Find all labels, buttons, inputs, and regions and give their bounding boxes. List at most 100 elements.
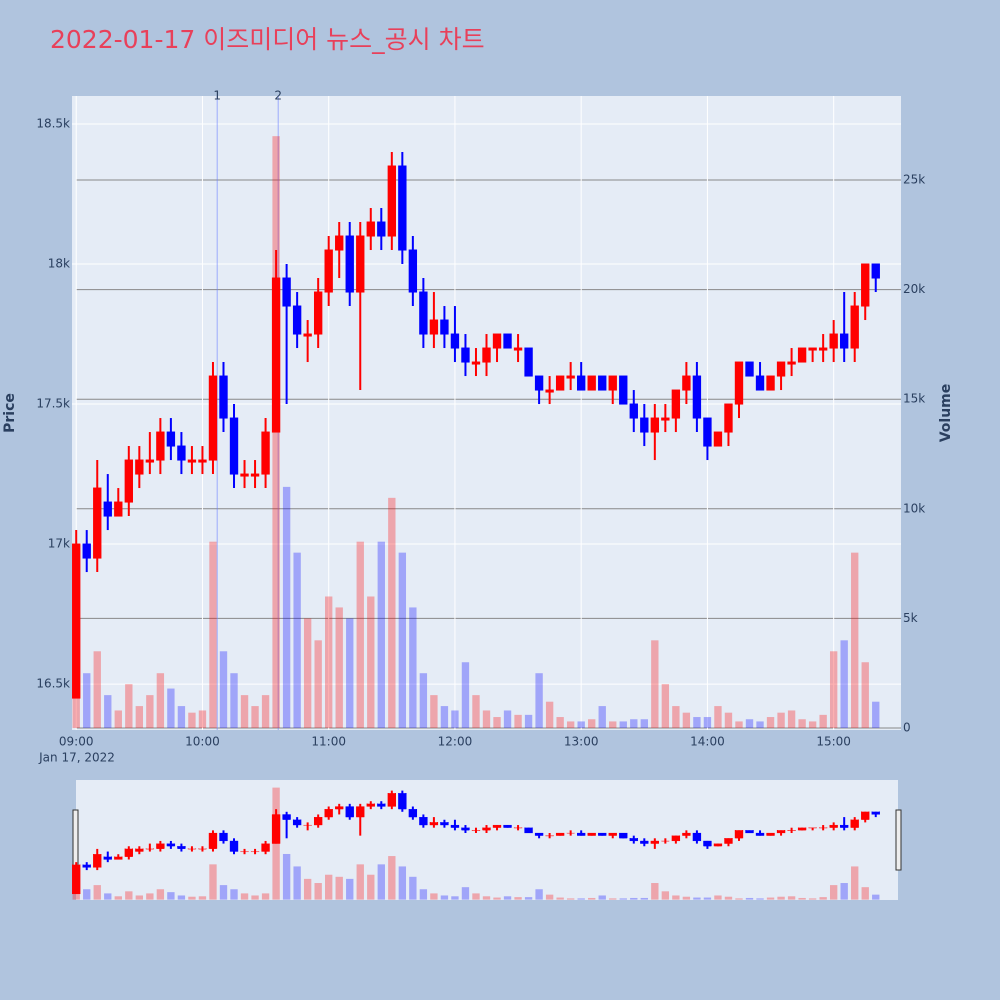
candle-body [577,832,586,836]
volume-bar [440,706,449,729]
candle-body [524,827,533,834]
candle-body [724,838,733,844]
candle-body [356,806,365,818]
volume-bar [409,607,417,729]
candle-body [398,793,407,810]
volume-bar [735,898,743,900]
candle-body [177,445,186,461]
candle-body [692,832,702,842]
candle-body [303,333,312,337]
candle-body [850,819,859,828]
volume-bar [682,712,691,729]
candle-body [166,431,176,447]
volume-bar [261,695,270,729]
volume-bar [461,662,470,729]
candle-body [640,840,649,844]
y2-tick-label: 5k [903,611,918,625]
candle-body [219,375,228,419]
volume-bar [672,895,680,900]
volume-bar [83,673,91,729]
volume-bar [398,552,407,729]
candle-body [229,417,239,475]
candle-body [587,832,596,836]
volume-bar [609,898,617,900]
candle-body [545,389,554,393]
volume-bar [756,898,764,900]
volume-bar [167,892,175,900]
volume-bar [735,721,743,729]
volume-bar [177,895,186,900]
volume-bar [566,898,575,900]
volume-bar [556,897,564,900]
candle-body [461,347,470,363]
candle-body [177,846,186,849]
candle-body [619,375,628,405]
candle-body [577,375,586,391]
candle-body [366,803,375,807]
candle-body [818,347,828,351]
volume-bar [146,893,154,900]
candle-body [419,817,428,826]
y2-axis-title: Volume [938,384,954,443]
volume-bar [787,896,796,900]
candle-body [734,830,744,839]
volume-bar [503,710,512,729]
y2-tick-label: 0 [903,721,911,735]
volume-bar [872,701,880,729]
volume-bar [798,897,806,900]
volume-bar [367,874,375,900]
candle-body [787,361,796,365]
volume-bar [672,706,680,729]
candle-body [135,848,144,852]
volume-bar [209,541,217,729]
x-tick-label: 11:00 [311,735,346,749]
slider-handle[interactable] [72,809,79,871]
x-tick-label: 12:00 [438,735,473,749]
slider-handle[interactable] [895,809,902,871]
x-tick-label: 10:00 [185,735,220,749]
candle-body [387,165,396,237]
volume-bar [503,896,512,900]
volume-bar [104,893,112,900]
y2-tick-label: 20k [903,282,925,296]
volume-bar [588,897,596,900]
volume-bar [230,673,238,729]
volume-bar [293,866,301,900]
y2-tick-label: 15k [903,392,925,406]
candle-body [429,822,439,826]
volume-bar [198,896,207,900]
candle-body [682,832,691,836]
candle-body [335,806,344,810]
volume-bar [177,706,186,729]
plot-area [72,96,901,730]
y-tick-label: 16.5k [36,677,70,691]
volume-bar [524,714,533,729]
candle-body [292,305,302,335]
plot [72,96,880,730]
volume-bar [798,719,806,729]
candle-body [482,347,491,363]
candle-body [377,803,386,807]
slider-plot [72,787,880,900]
candle-body [419,291,428,335]
candle-body [187,459,197,463]
candle-body [608,832,617,836]
volume-bar [472,695,480,729]
candle-body [313,291,323,335]
candle-body [356,235,365,293]
candle-body [629,403,638,419]
volume-bar [451,896,459,900]
candle-body [450,333,460,349]
volume-bar [156,889,165,900]
range-slider[interactable] [76,780,898,900]
candle-body [745,361,754,377]
volume-bar [261,893,270,900]
volume-bar [346,878,354,900]
candle-body [524,347,533,377]
volume-bar [577,898,585,900]
volume-bar [377,864,385,900]
candle-body [598,375,607,391]
candle-body [461,827,470,831]
volume-bar [630,897,638,900]
